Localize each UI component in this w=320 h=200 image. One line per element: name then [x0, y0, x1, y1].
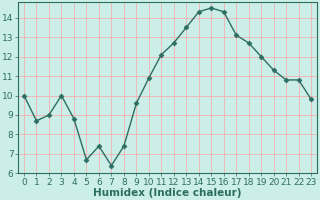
X-axis label: Humidex (Indice chaleur): Humidex (Indice chaleur) [93, 188, 242, 198]
